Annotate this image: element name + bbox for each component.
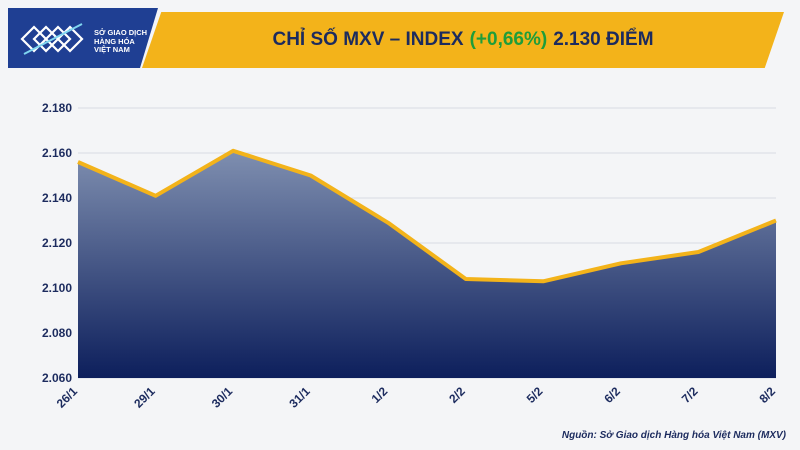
x-tick-label: 29/1 [131, 384, 158, 411]
x-tick-label: 5/2 [524, 384, 546, 406]
x-tick-label: 8/2 [756, 384, 778, 406]
chart-title: CHỈ SỐ MXV – INDEX (+0,66%) 2.130 ĐIỂM [142, 12, 784, 68]
x-tick-label: 2/2 [446, 384, 468, 406]
y-tick-label: 2.100 [42, 281, 72, 295]
logo-mark-icon [20, 23, 84, 55]
y-tick-label: 2.160 [42, 146, 72, 160]
series-line [77, 148, 777, 284]
title-change: (+0,66%) [469, 29, 548, 50]
x-tick-label: 31/1 [286, 384, 313, 411]
y-tick-label: 2.180 [42, 101, 72, 115]
logo-text: SỞ GIAO DỊCH HÀNG HÓA VIỆT NAM [94, 28, 148, 54]
x-tick-label: 1/2 [369, 384, 391, 406]
source-note: Nguồn: Sở Giao dịch Hàng hóa Việt Nam (M… [561, 430, 786, 441]
title-bar [142, 12, 784, 68]
x-tick-label: 26/1 [54, 384, 81, 411]
x-tick-label: 30/1 [209, 384, 236, 411]
y-tick-label: 2.080 [42, 326, 72, 340]
y-tick-label: 2.140 [42, 191, 72, 205]
x-tick-label: 7/2 [679, 384, 701, 406]
title-value: 2.130 ĐIỂM [553, 29, 654, 50]
y-tick-label: 2.060 [42, 371, 72, 385]
y-tick-label: 2.120 [42, 236, 72, 250]
x-tick-label: 6/2 [601, 384, 623, 406]
area-fill [78, 150, 776, 378]
title-main: CHỈ SỐ MXV – INDEX [272, 29, 464, 50]
logo: SỞ GIAO DỊCH HÀNG HÓA VIỆT NAM [8, 8, 158, 68]
